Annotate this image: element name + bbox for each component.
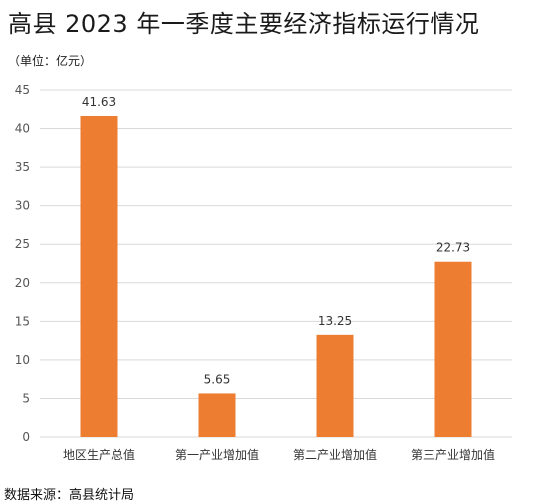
data-label: 5.65 (204, 372, 231, 386)
data-label: 13.25 (318, 314, 352, 328)
unit-note: （单位：亿元） (8, 54, 93, 68)
y-tick-label: 40 (15, 122, 30, 136)
y-tick-label: 5 (22, 391, 30, 405)
chart-area: 0 5 10 15 20 25 30 35 40 45 41.63 地区生产总值 5.65 第一产业增加值… (0, 76, 534, 476)
y-tick-label: 20 (15, 276, 30, 290)
bar (434, 261, 472, 437)
x-tick-label: 地区生产总值 (63, 447, 135, 462)
data-source: 数据来源：高县统计局 (4, 488, 135, 503)
x-tick-label: 第三产业增加值 (411, 447, 495, 462)
bar (316, 334, 354, 437)
bar (198, 393, 236, 437)
y-tick-label: 45 (15, 83, 30, 97)
y-tick-label: 15 (15, 314, 30, 328)
y-tick-label: 10 (15, 353, 30, 367)
y-tick-label: 0 (22, 430, 30, 444)
chart-title: 高县 2023 年一季度主要经济指标运行情况 (8, 10, 480, 38)
y-tick-label: 30 (15, 199, 30, 213)
x-tick-label: 第一产业增加值 (175, 447, 259, 462)
data-label: 22.73 (436, 241, 470, 255)
bar-chart: 0 5 10 15 20 25 30 35 40 45 41.63 地区生产总值 5.65 第一产业增加值… (15, 83, 512, 462)
x-tick-label: 第二产业增加值 (293, 447, 377, 462)
y-tick-label: 25 (15, 237, 30, 251)
bar (80, 115, 118, 437)
y-tick-label: 35 (15, 160, 30, 174)
data-label: 41.63 (82, 95, 116, 109)
